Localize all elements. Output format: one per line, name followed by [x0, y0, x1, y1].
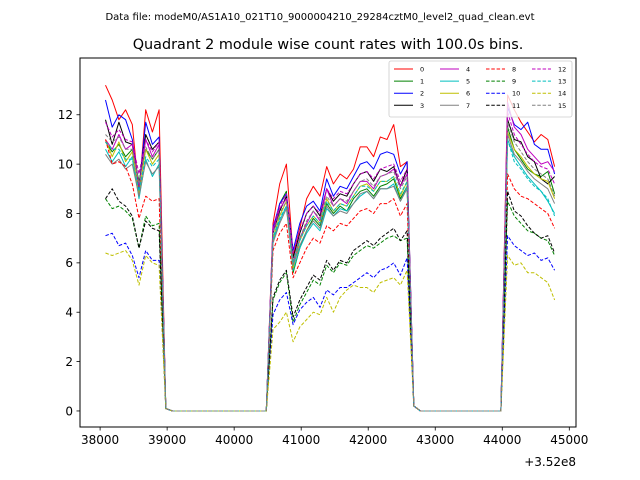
legend-label-13: 13: [558, 78, 566, 86]
y-tick-label: 4: [65, 306, 73, 320]
x-tick-label: 41000: [282, 433, 320, 447]
series-line-14: [105, 250, 556, 412]
series-line-6: [105, 131, 556, 412]
x-tick-label: 40000: [215, 433, 253, 447]
legend-label-9: 9: [512, 78, 516, 86]
y-tick-label: 8: [65, 207, 73, 221]
legend-label-8: 8: [512, 66, 516, 74]
series-line-12: [105, 111, 556, 412]
legend-label-4: 4: [466, 66, 470, 74]
series-line-0: [105, 84, 556, 412]
x-tick-label: 43000: [416, 433, 454, 447]
x-tick-label: 38000: [81, 433, 119, 447]
series-line-10: [105, 232, 556, 412]
series-line-4: [105, 101, 556, 412]
series-line-15: [105, 121, 556, 412]
legend-label-1: 1: [420, 78, 424, 86]
y-tick-label: 10: [58, 157, 73, 171]
legend-label-10: 10: [512, 90, 520, 98]
x-tick-label: 44000: [483, 433, 521, 447]
legend-label-14: 14: [558, 90, 566, 98]
y-tick-label: 0: [65, 404, 73, 418]
series-line-13: [105, 139, 556, 412]
legend-label-5: 5: [466, 78, 470, 86]
legend-label-0: 0: [420, 66, 424, 74]
series-line-8: [105, 139, 556, 412]
y-axis: 0 2 4 6 8 10 12: [58, 108, 80, 418]
legend-label-2: 2: [420, 90, 424, 98]
plot-frame: [79, 57, 577, 428]
chart-title: Quadrant 2 module wise count rates with …: [133, 37, 524, 53]
legend-label-6: 6: [466, 90, 470, 98]
x-tick-label: 42000: [349, 433, 387, 447]
legend-label-15: 15: [558, 102, 566, 110]
data-file-label: Data file: modeM0/AS1A10_021T10_90000042…: [105, 12, 534, 23]
legend-label-7: 7: [466, 102, 470, 110]
x-axis: 38000 39000 40000 41000 42000 43000 44000 45000: [81, 427, 588, 447]
y-tick-label: 6: [65, 256, 73, 270]
legend-label-12: 12: [558, 66, 566, 74]
legend-box: [388, 60, 573, 118]
legend-label-11: 11: [512, 102, 520, 110]
series-line-2: [105, 99, 556, 412]
series-line-11: [105, 188, 556, 412]
x-tick-label: 45000: [550, 433, 588, 447]
x-offset-label: +3.52e8: [524, 455, 576, 469]
series-line-9: [105, 198, 556, 412]
legend-label-3: 3: [420, 102, 424, 110]
series-layer: [105, 84, 556, 412]
y-tick-label: 2: [65, 355, 73, 369]
y-tick-label: 12: [58, 108, 73, 122]
x-tick-label: 39000: [148, 433, 186, 447]
series-line-5: [105, 139, 556, 412]
